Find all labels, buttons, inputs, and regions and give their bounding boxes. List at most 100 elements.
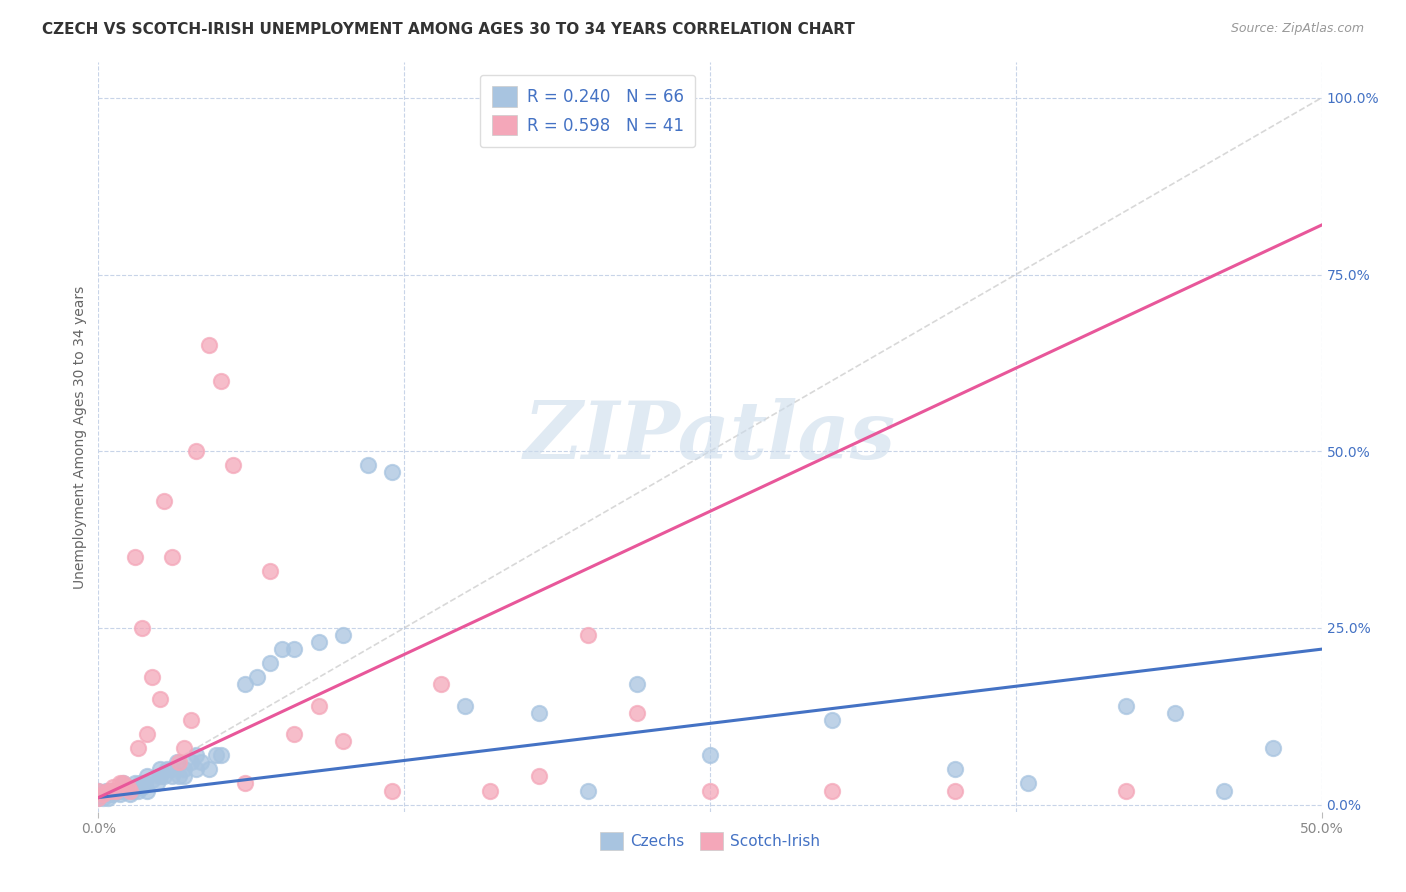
Point xyxy=(114,783,136,797)
Point xyxy=(127,741,149,756)
Point xyxy=(149,691,172,706)
Point xyxy=(1115,698,1137,713)
Point xyxy=(101,787,124,801)
Point xyxy=(136,783,159,797)
Point xyxy=(124,780,146,794)
Point xyxy=(246,670,269,684)
Point xyxy=(136,727,159,741)
Point xyxy=(94,783,117,797)
Point xyxy=(943,783,966,797)
Point xyxy=(97,790,120,805)
Point xyxy=(209,374,232,388)
Point xyxy=(120,787,142,801)
Point xyxy=(111,776,134,790)
Text: Source: ZipAtlas.com: Source: ZipAtlas.com xyxy=(1230,22,1364,36)
Point xyxy=(111,783,134,797)
Point xyxy=(205,748,228,763)
Point xyxy=(131,780,153,794)
Point xyxy=(166,756,188,770)
Point xyxy=(127,783,149,797)
Point xyxy=(527,706,550,720)
Point xyxy=(107,783,129,797)
Point xyxy=(308,698,330,713)
Point xyxy=(821,713,844,727)
Point xyxy=(91,787,114,801)
Point xyxy=(332,628,354,642)
Point xyxy=(124,776,146,790)
Point xyxy=(120,783,142,797)
Point xyxy=(134,776,156,790)
Point xyxy=(1115,783,1137,797)
Point xyxy=(381,466,404,480)
Point xyxy=(100,783,122,797)
Point xyxy=(209,748,232,763)
Point xyxy=(527,769,550,783)
Point xyxy=(124,550,146,565)
Point xyxy=(180,713,202,727)
Point xyxy=(478,783,501,797)
Point xyxy=(233,677,256,691)
Point xyxy=(190,756,212,770)
Point xyxy=(104,783,127,797)
Point xyxy=(454,698,477,713)
Point xyxy=(149,769,172,783)
Point xyxy=(146,776,169,790)
Point xyxy=(576,628,599,642)
Point xyxy=(160,762,183,776)
Point xyxy=(87,783,110,797)
Point xyxy=(173,769,195,783)
Point xyxy=(186,748,208,763)
Point xyxy=(173,762,195,776)
Y-axis label: Unemployment Among Ages 30 to 34 years: Unemployment Among Ages 30 to 34 years xyxy=(73,285,87,589)
Point xyxy=(91,790,114,805)
Point xyxy=(101,780,124,794)
Point xyxy=(153,769,176,783)
Point xyxy=(381,783,404,797)
Point xyxy=(110,776,132,790)
Point xyxy=(626,677,648,691)
Point xyxy=(141,670,163,684)
Text: ZIPatlas: ZIPatlas xyxy=(524,399,896,475)
Point xyxy=(197,338,219,352)
Point xyxy=(1017,776,1039,790)
Point xyxy=(117,780,139,794)
Point xyxy=(356,458,378,473)
Point xyxy=(626,706,648,720)
Point xyxy=(100,787,122,801)
Point xyxy=(222,458,245,473)
Point xyxy=(100,783,122,797)
Point xyxy=(1261,741,1284,756)
Point xyxy=(160,769,183,783)
Point xyxy=(197,762,219,776)
Point xyxy=(186,444,208,458)
Point xyxy=(167,756,190,770)
Point xyxy=(121,783,143,797)
Point xyxy=(1164,706,1187,720)
Point xyxy=(110,787,132,801)
Point xyxy=(129,776,152,790)
Point xyxy=(104,783,127,797)
Text: CZECH VS SCOTCH-IRISH UNEMPLOYMENT AMONG AGES 30 TO 34 YEARS CORRELATION CHART: CZECH VS SCOTCH-IRISH UNEMPLOYMENT AMONG… xyxy=(42,22,855,37)
Point xyxy=(87,783,110,797)
Point xyxy=(87,790,110,805)
Point xyxy=(699,783,721,797)
Point xyxy=(173,741,195,756)
Point xyxy=(97,783,120,797)
Point xyxy=(87,790,110,805)
Point xyxy=(141,772,163,787)
Point xyxy=(1212,783,1234,797)
Point xyxy=(233,776,256,790)
Point xyxy=(699,748,721,763)
Point xyxy=(149,762,172,776)
Point xyxy=(186,762,208,776)
Point xyxy=(180,756,202,770)
Point xyxy=(283,727,305,741)
Point xyxy=(156,762,179,776)
Point xyxy=(259,657,281,671)
Point xyxy=(153,493,176,508)
Point xyxy=(94,787,117,801)
Point xyxy=(270,642,294,657)
Point xyxy=(259,565,281,579)
Point xyxy=(167,769,190,783)
Point xyxy=(821,783,844,797)
